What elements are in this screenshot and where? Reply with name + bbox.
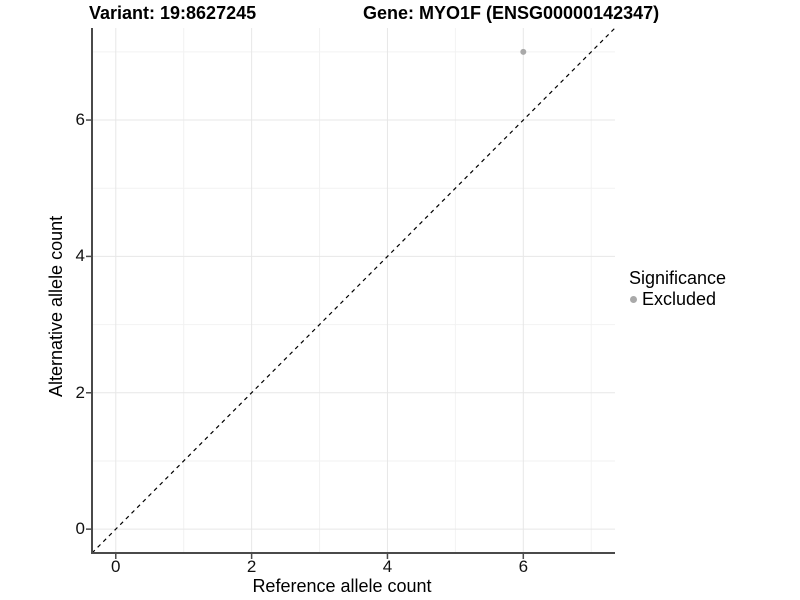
variant-title: Variant: 19:8627245	[89, 3, 257, 23]
gene-title: Gene: MYO1F (ENSG00000142347)	[363, 3, 660, 23]
y-tick-label: 0	[75, 519, 85, 539]
plot-panel	[86, 27, 616, 559]
legend-title: Significance	[629, 268, 727, 288]
x-axis-title: Reference allele count	[252, 576, 432, 596]
y-tick-label: 6	[75, 110, 85, 130]
legend: Significance Excluded	[629, 268, 726, 309]
legend-key-dot	[630, 295, 637, 303]
y-tick-label: 2	[75, 382, 85, 402]
x-tick-label: 0	[111, 557, 121, 576]
x-tick-label: 2	[246, 557, 257, 576]
x-tick-label: 4	[382, 557, 393, 576]
plot-area	[86, 27, 616, 559]
data-point-excluded	[520, 48, 527, 55]
identity-dashed-line	[91, 27, 616, 554]
x-tick-label: 6	[518, 557, 529, 576]
legend-item-excluded: Excluded	[629, 289, 726, 309]
legend-item-label: Excluded	[642, 289, 717, 309]
y-tick-label: 4	[75, 246, 85, 266]
